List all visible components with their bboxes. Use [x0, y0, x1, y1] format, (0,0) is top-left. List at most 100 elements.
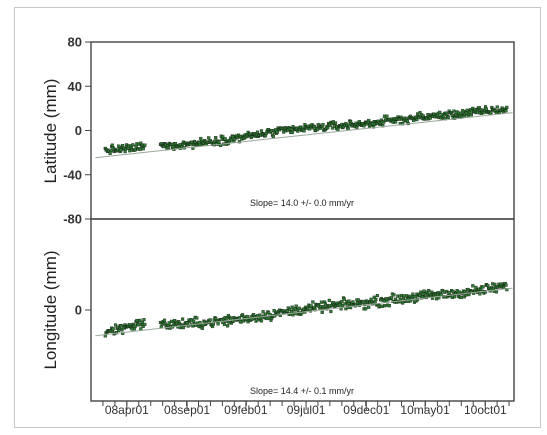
x-tick-label: 09feb01 — [224, 403, 268, 417]
latitude-data-point — [321, 123, 325, 127]
latitude-data-point — [504, 109, 508, 113]
latitude-data-point — [336, 127, 340, 131]
latitude-data-point — [166, 146, 170, 150]
longitude-data-point — [390, 296, 394, 300]
longitude-data-point — [290, 305, 294, 309]
latitude-data-point — [271, 134, 275, 138]
latitude-data-point — [484, 107, 488, 111]
x-tick-label: 08apr01 — [105, 403, 149, 417]
latitude-data-point — [274, 128, 278, 132]
longitude-data-point — [430, 290, 434, 294]
latitude-data-point — [450, 113, 454, 117]
longitude-data-point — [114, 331, 118, 335]
longitude-data-point — [143, 322, 147, 326]
latitude-trend-line — [95, 112, 513, 159]
latitude-data-point — [446, 115, 450, 119]
latitude-data-point — [223, 137, 227, 141]
longitude-data-point — [133, 324, 137, 328]
longitude-data-point — [309, 304, 313, 308]
latitude-y-tick-label: 40 — [68, 79, 82, 94]
longitude-data-point — [225, 317, 229, 321]
longitude-data-point — [132, 322, 136, 326]
longitude-data-point — [375, 294, 379, 298]
longitude-data-point — [340, 300, 344, 304]
longitude-data-point — [111, 327, 115, 331]
date-x-axis: 08apr01 08sep01 09feb01 09jul01 09dec01 10may… — [102, 401, 510, 417]
longitude-axis-label: Longitude (mm) — [41, 250, 60, 369]
latitude-data-point — [138, 147, 142, 152]
longitude-data-point — [459, 295, 463, 300]
longitude-data-point — [392, 293, 396, 297]
longitude-data-point — [311, 300, 315, 304]
longitude-data-point — [331, 301, 335, 305]
longitude-data-point — [138, 318, 142, 322]
longitude-data-point — [297, 306, 301, 310]
latitude-data-point — [346, 126, 350, 131]
longitude-data-point — [259, 319, 264, 323]
latitude-data-point — [334, 121, 338, 125]
longitude-data-point — [211, 322, 215, 326]
longitude-data-point — [387, 304, 391, 308]
latitude-y-tick-label: -40 — [63, 167, 82, 182]
longitude-data-point — [252, 313, 256, 317]
latitude-axis-label: Latitude (mm) — [41, 79, 60, 184]
longitude-data-point — [170, 319, 174, 323]
longitude-data-point — [342, 297, 346, 301]
longitude-panel: 0 Longitude (mm) Slope= 14.4 +/- 0.1 mm/… — [41, 218, 515, 402]
latitude-data-point — [385, 114, 389, 118]
longitude-data-point — [323, 302, 327, 306]
latitude-data-point — [259, 129, 264, 133]
longitude-data-point — [364, 307, 368, 311]
longitude-data-point — [192, 319, 196, 323]
longitude-data-point — [142, 318, 146, 322]
latitude-data-point — [123, 150, 127, 154]
latitude-data-point — [312, 125, 316, 129]
latitude-data-point — [143, 143, 147, 147]
latitude-data-point — [109, 148, 113, 152]
longitude-y-tick-label: 0 — [75, 303, 82, 318]
latitude-data-point — [330, 126, 335, 130]
latitude-data-point — [217, 140, 221, 144]
latitude-data-point — [505, 105, 509, 109]
longitude-slope-annotation: Slope= 14.4 +/- 0.1 mm/yr — [250, 386, 354, 396]
latitude-data-point — [428, 116, 432, 120]
latitude-data-point — [394, 120, 398, 124]
longitude-data-point — [419, 290, 423, 294]
longitude-data-point — [401, 301, 405, 305]
longitude-data-point — [327, 298, 331, 302]
latitude-data-point — [489, 111, 493, 115]
longitude-data-point — [306, 306, 310, 311]
latitude-data-point — [461, 109, 465, 113]
longitude-trend-line — [95, 287, 513, 337]
longitude-data-point — [226, 324, 230, 328]
latitude-data-point — [221, 135, 225, 139]
longitude-data-point — [338, 303, 342, 307]
longitude-data-point — [422, 289, 426, 293]
latitude-data-point — [382, 120, 386, 124]
longitude-data-point — [186, 324, 190, 328]
longitude-data-point — [367, 305, 371, 309]
longitude-data-point — [181, 317, 185, 321]
longitude-data-point — [413, 295, 417, 299]
latitude-data-point — [199, 136, 203, 141]
latitude-data-point — [108, 151, 112, 155]
latitude-y-ticks: 80 40 0 -40 -80 — [63, 35, 91, 227]
latitude-data-point — [110, 143, 114, 147]
longitude-data-point — [494, 290, 499, 294]
longitude-data-point — [216, 322, 220, 326]
longitude-data-point — [478, 292, 482, 296]
longitude-data-point — [505, 288, 509, 292]
longitude-data-point — [261, 310, 265, 314]
longitude-data-point — [427, 289, 431, 293]
latitude-data-point — [131, 143, 135, 147]
latitude-data-point — [139, 141, 143, 145]
longitude-data-point — [195, 316, 199, 320]
longitude-data-point — [117, 328, 121, 333]
longitude-data-point — [486, 283, 490, 288]
longitude-data-point — [347, 299, 351, 303]
latitude-data-point — [469, 113, 473, 117]
longitude-data-point — [320, 310, 324, 314]
latitude-data-points — [103, 105, 509, 155]
longitude-data-point — [141, 324, 145, 328]
longitude-data-point — [245, 314, 249, 319]
